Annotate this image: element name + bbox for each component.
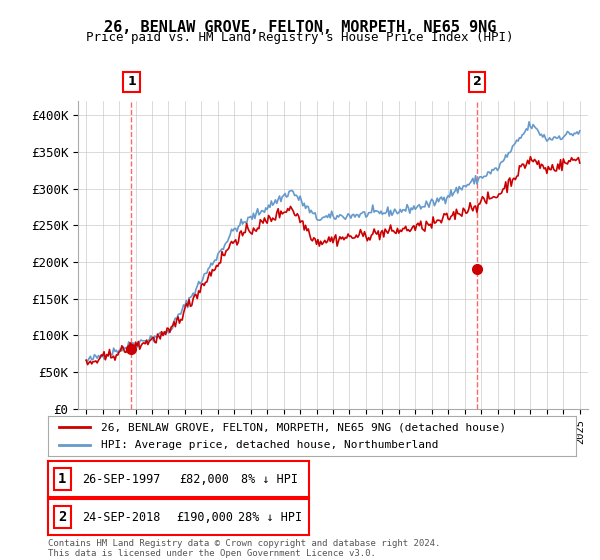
Text: 2: 2 — [473, 76, 481, 88]
Text: Price paid vs. HM Land Registry's House Price Index (HPI): Price paid vs. HM Land Registry's House … — [86, 31, 514, 44]
Text: £82,000: £82,000 — [179, 473, 230, 486]
Text: Contains HM Land Registry data © Crown copyright and database right 2024.
This d: Contains HM Land Registry data © Crown c… — [48, 539, 440, 558]
Text: 1: 1 — [58, 472, 67, 486]
Text: 1: 1 — [127, 76, 136, 88]
Text: £190,000: £190,000 — [176, 511, 233, 524]
Text: 8% ↓ HPI: 8% ↓ HPI — [241, 473, 298, 486]
Text: 28% ↓ HPI: 28% ↓ HPI — [238, 511, 302, 524]
Text: 26-SEP-1997: 26-SEP-1997 — [82, 473, 160, 486]
Text: 24-SEP-2018: 24-SEP-2018 — [82, 511, 160, 524]
Text: 26, BENLAW GROVE, FELTON, MORPETH, NE65 9NG: 26, BENLAW GROVE, FELTON, MORPETH, NE65 … — [104, 20, 496, 35]
Text: HPI: Average price, detached house, Northumberland: HPI: Average price, detached house, Nort… — [101, 440, 438, 450]
Text: 26, BENLAW GROVE, FELTON, MORPETH, NE65 9NG (detached house): 26, BENLAW GROVE, FELTON, MORPETH, NE65 … — [101, 422, 506, 432]
Text: 2: 2 — [58, 510, 67, 524]
